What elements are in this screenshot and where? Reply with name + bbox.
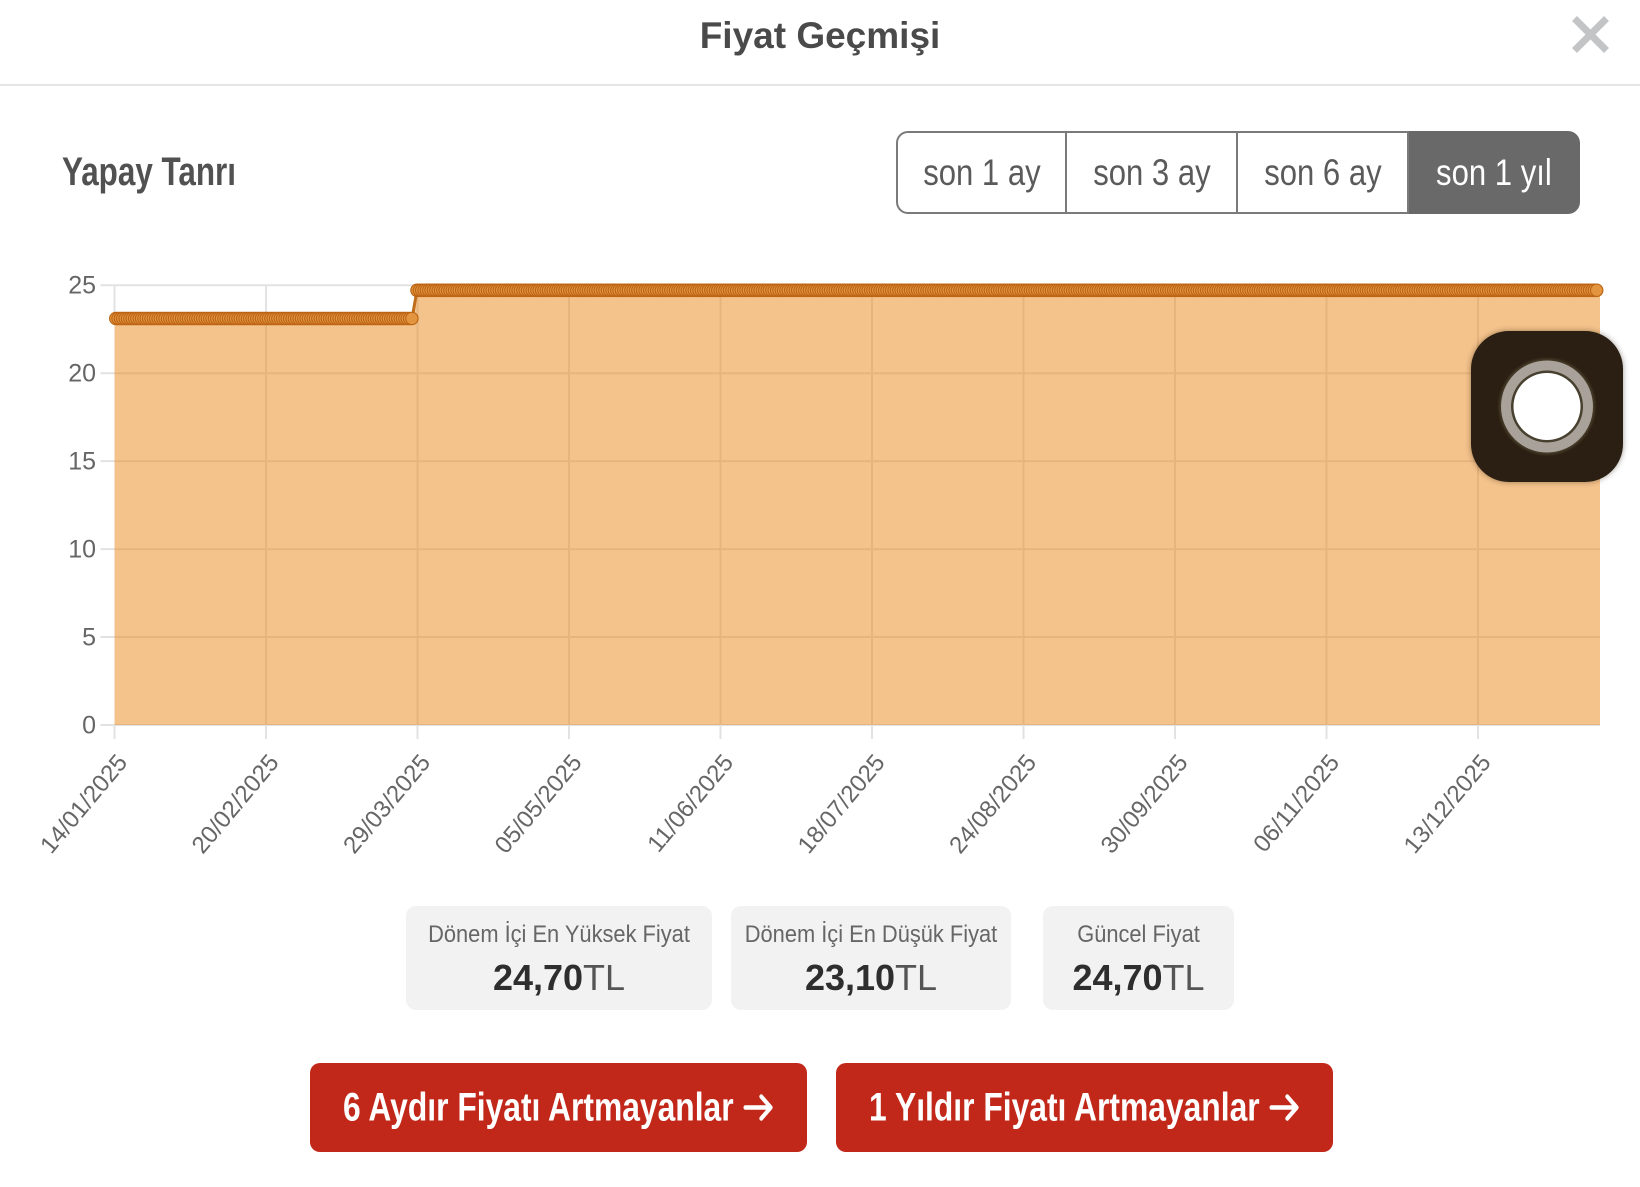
svg-text:24/08/2025: 24/08/2025	[944, 750, 1042, 859]
svg-text:10: 10	[68, 536, 96, 564]
svg-text:29/03/2025: 29/03/2025	[338, 750, 436, 859]
svg-text:14/01/2025: 14/01/2025	[35, 750, 133, 859]
svg-text:25: 25	[68, 272, 96, 300]
svg-text:18/07/2025: 18/07/2025	[793, 750, 891, 859]
svg-text:30/09/2025: 30/09/2025	[1096, 750, 1194, 859]
svg-text:05/05/2025: 05/05/2025	[490, 750, 588, 859]
svg-text:06/11/2025: 06/11/2025	[1248, 750, 1345, 858]
svg-text:5: 5	[82, 624, 96, 652]
svg-text:11/06/2025: 11/06/2025	[642, 750, 739, 858]
svg-text:13/12/2025: 13/12/2025	[1399, 750, 1497, 859]
svg-text:15: 15	[68, 448, 96, 476]
svg-text:20/02/2025: 20/02/2025	[187, 750, 285, 859]
svg-text:20: 20	[68, 360, 96, 388]
svg-text:0: 0	[82, 712, 96, 740]
